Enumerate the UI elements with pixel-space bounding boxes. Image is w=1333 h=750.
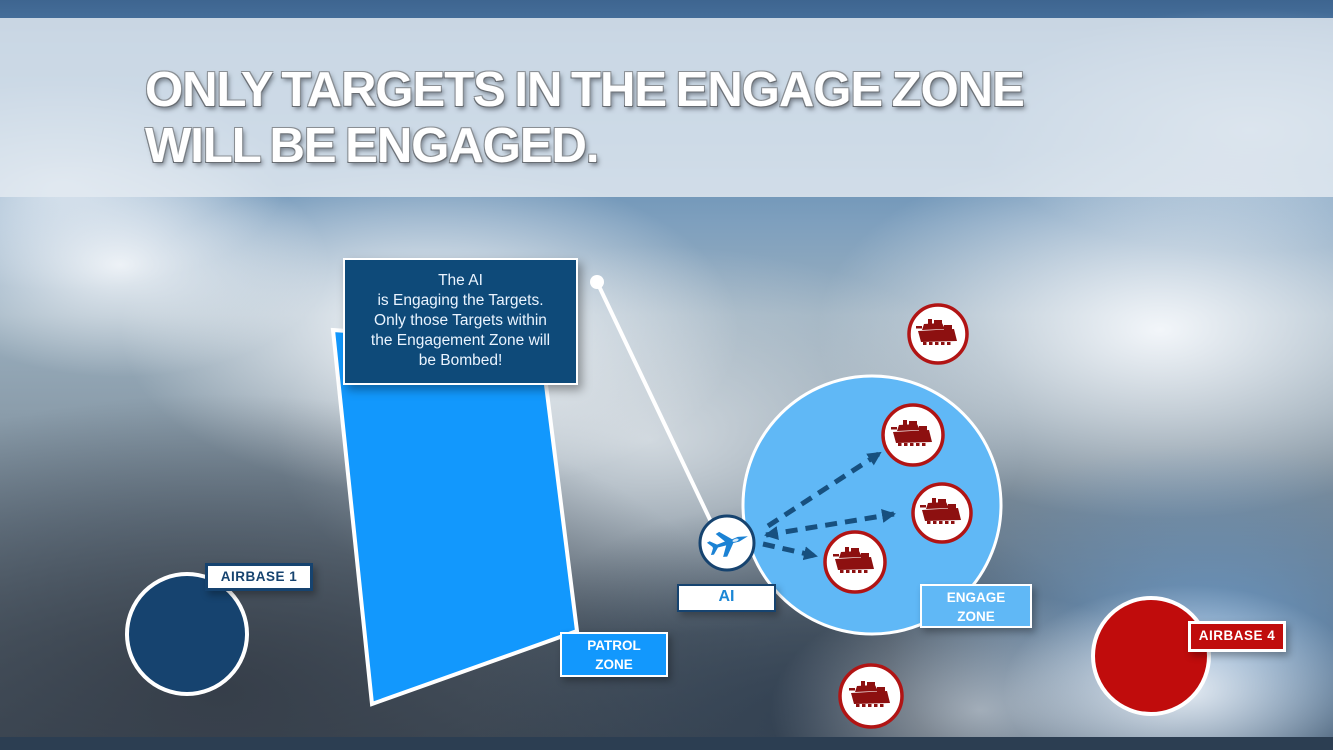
airbase-1-label: AIRBASE 1 — [205, 563, 313, 591]
callout-line: be Bombed! — [418, 352, 503, 369]
patrol-zone-label-line: ZONE — [595, 657, 633, 672]
patrol-zone-label: PATROL ZONE — [560, 632, 668, 677]
bottom-accent-bar — [0, 737, 1333, 750]
fighter-jet-icon — [698, 514, 756, 572]
airbase-1-shape — [125, 572, 249, 696]
slide-title-line-1: ONLY TARGETS IN THE ENGAGE ZONE — [145, 63, 1025, 117]
callout-line: the Engagement Zone will — [370, 332, 551, 349]
title-banner — [0, 18, 1333, 197]
tank-target-icon — [907, 303, 969, 365]
slide-title-line-2: WILL BE ENGAGED. — [145, 119, 600, 173]
ai-label: AI — [677, 584, 776, 612]
callout-line: The AI — [438, 272, 483, 289]
patrol-zone-label-line: PATROL — [587, 638, 641, 653]
jet-canopy — [732, 538, 739, 542]
tank-target-icon — [881, 403, 945, 467]
callout-leader-line — [595, 281, 715, 527]
engage-zone-label-line: ENGAGE — [946, 590, 1006, 605]
callout-leader-dot — [590, 275, 604, 289]
jet-silhouette — [706, 531, 748, 557]
engage-zone-label-line: ZONE — [957, 609, 995, 624]
callout-line: Only those Targets within — [374, 312, 547, 329]
airbase-4-label: AIRBASE 4 — [1188, 621, 1286, 652]
tank-target-icon — [838, 663, 904, 729]
tank-target-icon — [911, 482, 973, 544]
engage-arrow-bottom — [762, 541, 818, 561]
airbase-4-shape — [1091, 596, 1211, 716]
engage-arrow-middle — [764, 509, 896, 540]
engage-zone-label: ENGAGE ZONE — [920, 584, 1032, 628]
tank-target-icon — [823, 530, 887, 594]
engagement-arrows — [762, 450, 896, 561]
patrol-zone-shape — [330, 327, 580, 707]
callout-box: The AI is Engaging the Targets. Only tho… — [343, 258, 578, 385]
callout-line: is Engaging the Targets. — [377, 292, 544, 309]
